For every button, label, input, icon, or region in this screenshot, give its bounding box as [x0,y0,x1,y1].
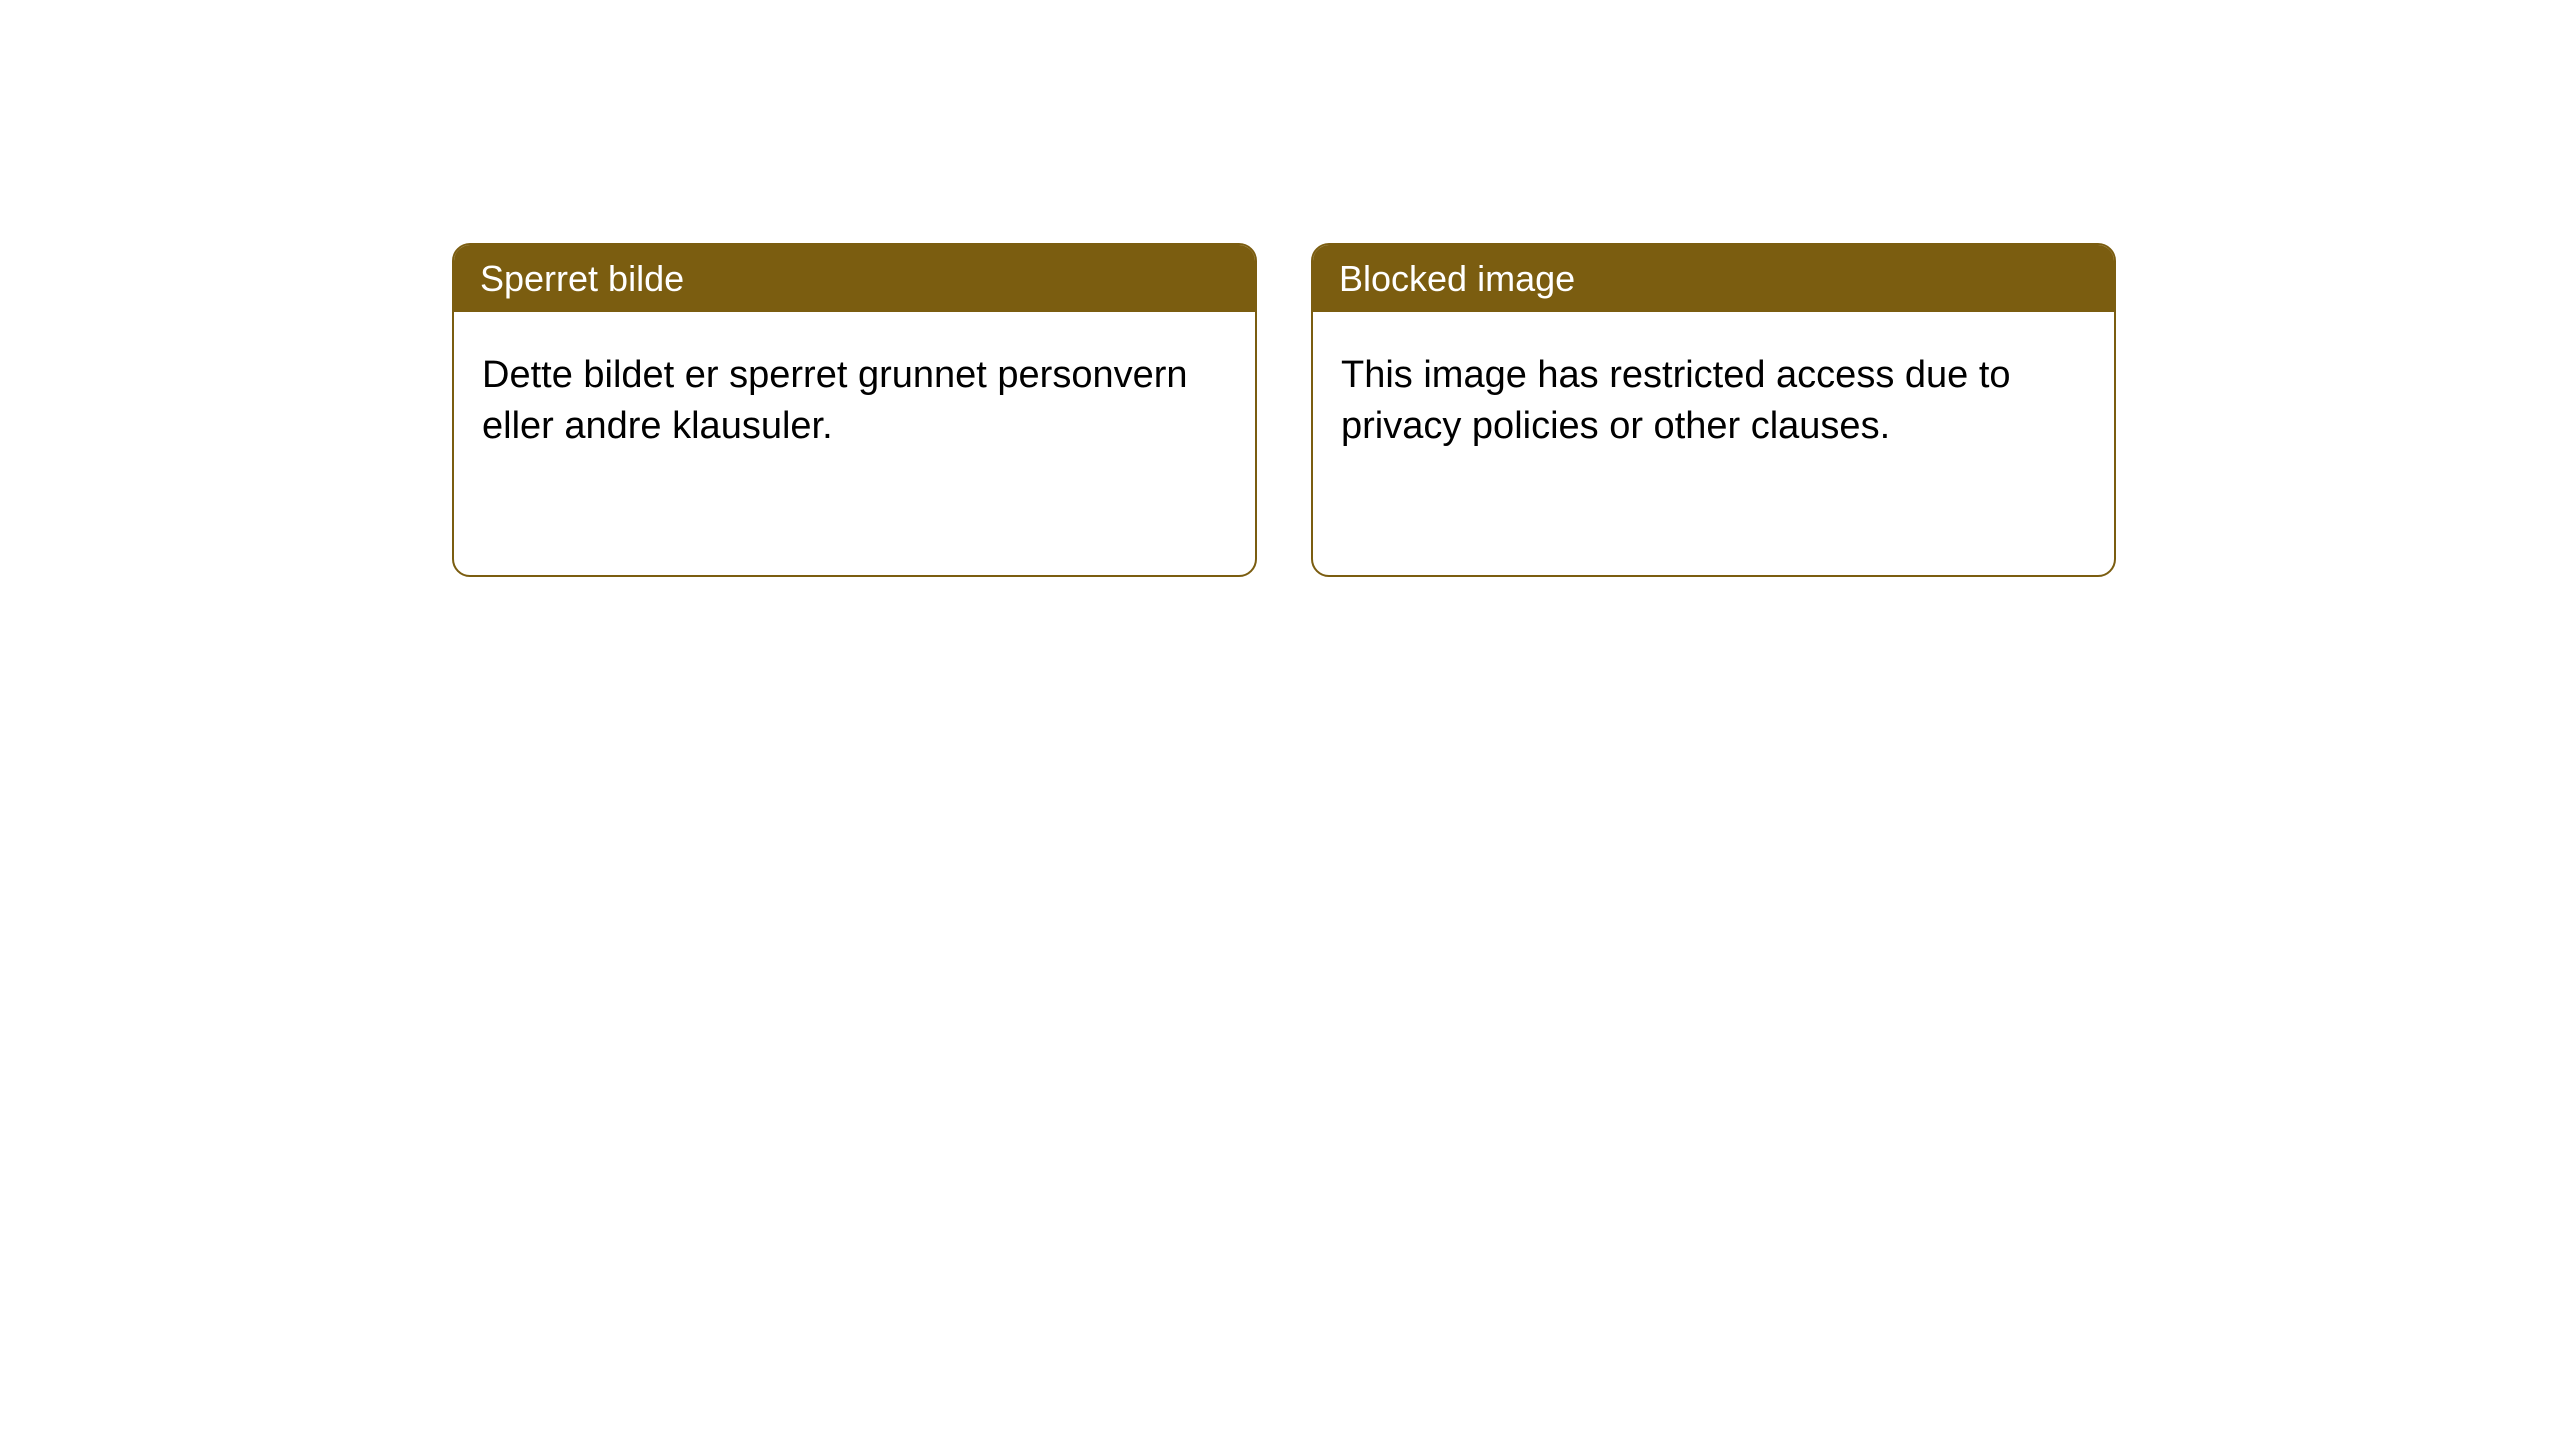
card-header: Blocked image [1313,245,2114,312]
card-body: This image has restricted access due to … [1313,312,2114,491]
notice-container: Sperret bilde Dette bildet er sperret gr… [452,243,2116,577]
card-body-text: This image has restricted access due to … [1341,354,2011,447]
notice-card-norwegian: Sperret bilde Dette bildet er sperret gr… [452,243,1257,577]
card-header: Sperret bilde [454,245,1255,312]
card-title: Blocked image [1339,258,1575,299]
card-body: Dette bildet er sperret grunnet personve… [454,312,1255,491]
card-title: Sperret bilde [480,258,684,299]
notice-card-english: Blocked image This image has restricted … [1311,243,2116,577]
card-body-text: Dette bildet er sperret grunnet personve… [482,354,1188,447]
